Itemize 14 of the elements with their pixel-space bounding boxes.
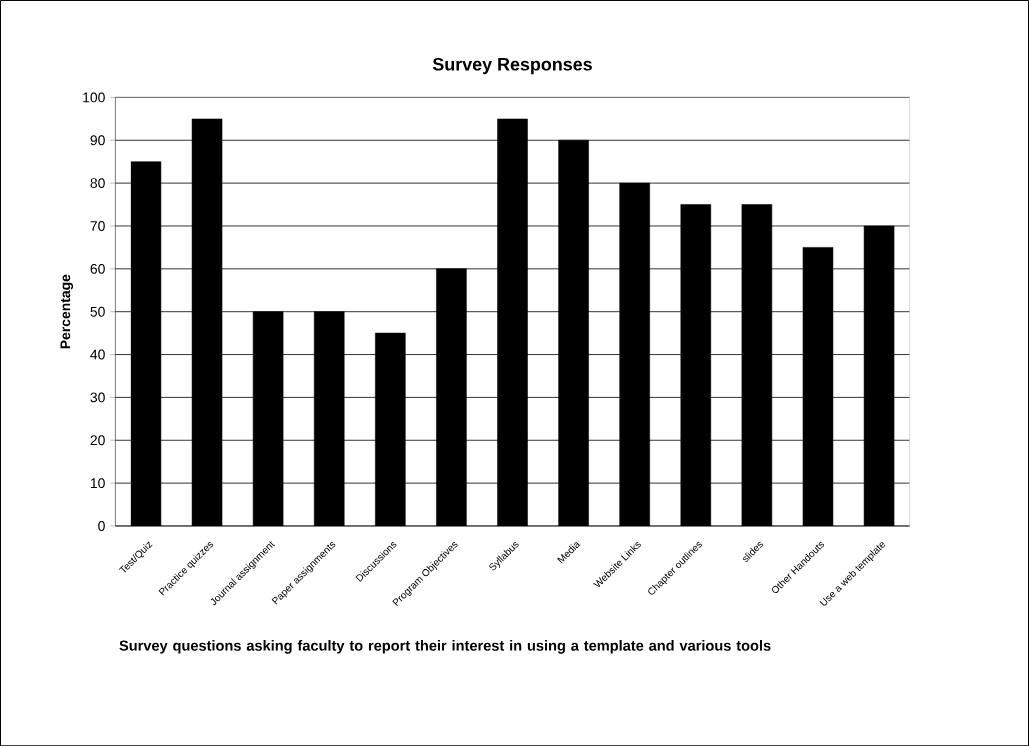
y-tick-label: 70 (90, 220, 105, 231)
y-axis-title: Percentage (60, 274, 74, 349)
x-axis-title: Survey questions asking faculty to report their interest in using a template and various tools (119, 639, 771, 654)
y-tick-label: 60 (90, 263, 105, 274)
y-tick-label: 20 (90, 435, 105, 446)
y-tick-label: 0 (98, 520, 105, 531)
y-tick-label: 30 (90, 392, 105, 403)
y-tick-label: 50 (90, 306, 105, 317)
y-tick-label: 90 (90, 135, 105, 146)
y-tick-label: 10 (90, 478, 105, 488)
y-tick-label: 40 (90, 349, 105, 360)
y-tick-label: 80 (90, 178, 105, 188)
chart-title: Survey Responses (432, 57, 592, 75)
y-tick-label: 100 (83, 92, 105, 103)
